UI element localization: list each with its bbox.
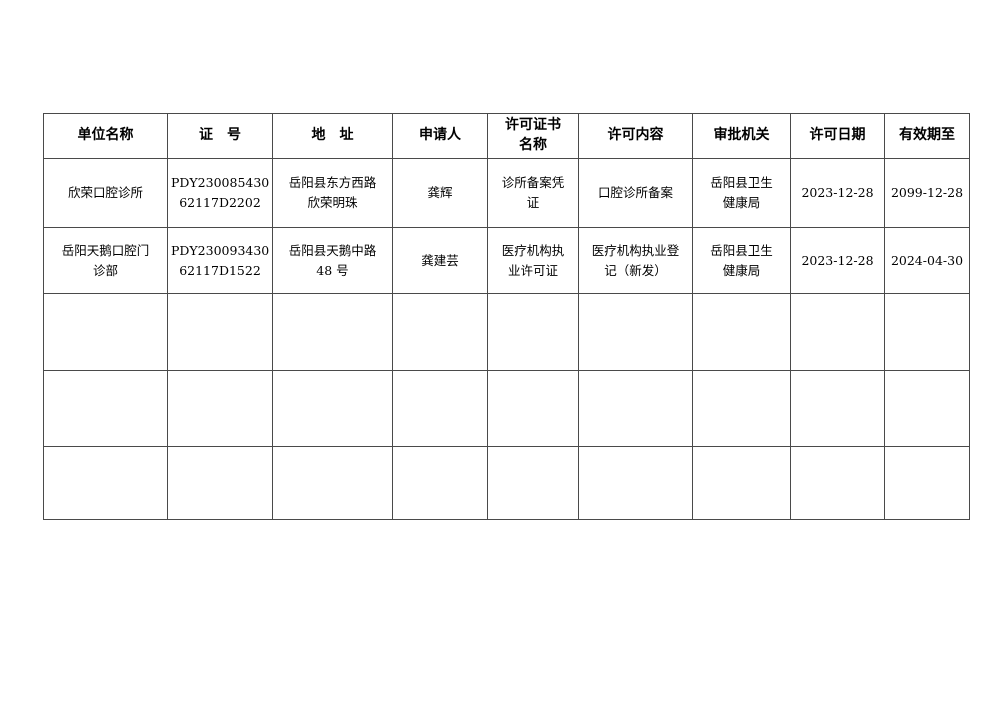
- table-row-empty: [43, 293, 970, 371]
- empty-cell: [790, 293, 885, 371]
- cell-license-date: 2023-12-28: [790, 227, 885, 294]
- cell-license-name: 诊所备案凭 证: [487, 158, 579, 228]
- cell-unit-name: 欣荣口腔诊所: [43, 158, 168, 228]
- header-cell-address: 地 址: [272, 113, 393, 159]
- cell-valid-until: 2099-12-28: [884, 158, 970, 228]
- header-cell-cert-no: 证 号: [167, 113, 273, 159]
- cell-address: 岳阳县东方西路 欣荣明珠: [272, 158, 393, 228]
- header-cell-valid-until: 有效期至: [884, 113, 970, 159]
- empty-cell: [884, 370, 970, 447]
- cell-cert-no: PDY230085430 62117D2202: [167, 158, 273, 228]
- header-cell-unit-name: 单位名称: [43, 113, 168, 159]
- empty-cell: [272, 446, 393, 520]
- table-row-empty: [43, 446, 970, 520]
- empty-cell: [790, 370, 885, 447]
- empty-cell: [790, 446, 885, 520]
- cell-authority: 岳阳县卫生 健康局: [692, 158, 791, 228]
- empty-cell: [578, 370, 693, 447]
- empty-cell: [43, 370, 168, 447]
- cell-applicant: 龚建芸: [392, 227, 488, 294]
- empty-cell: [487, 293, 579, 371]
- empty-cell: [167, 293, 273, 371]
- table-header-row: 单位名称 证 号 地 址 申请人 许可证书 名称 许可内容 审批机关 许可日期 …: [43, 113, 970, 159]
- header-cell-license-content: 许可内容: [578, 113, 693, 159]
- empty-cell: [272, 370, 393, 447]
- empty-cell: [392, 446, 488, 520]
- empty-cell: [487, 370, 579, 447]
- empty-cell: [272, 293, 393, 371]
- empty-cell: [167, 370, 273, 447]
- empty-cell: [884, 293, 970, 371]
- cell-license-date: 2023-12-28: [790, 158, 885, 228]
- table-row: 岳阳天鹅口腔门 诊部 PDY230093430 62117D1522 岳阳县天鹅…: [43, 227, 970, 294]
- cell-unit-name: 岳阳天鹅口腔门 诊部: [43, 227, 168, 294]
- empty-cell: [43, 446, 168, 520]
- cell-authority: 岳阳县卫生 健康局: [692, 227, 791, 294]
- empty-cell: [692, 446, 791, 520]
- empty-cell: [392, 293, 488, 371]
- cell-license-name: 医疗机构执 业许可证: [487, 227, 579, 294]
- empty-cell: [167, 446, 273, 520]
- permit-table: 单位名称 证 号 地 址 申请人 许可证书 名称 许可内容 审批机关 许可日期 …: [43, 113, 970, 520]
- empty-cell: [578, 446, 693, 520]
- header-cell-applicant: 申请人: [392, 113, 488, 159]
- cell-license-content: 医疗机构执业登 记（新发）: [578, 227, 693, 294]
- empty-cell: [43, 293, 168, 371]
- table-row: 欣荣口腔诊所 PDY230085430 62117D2202 岳阳县东方西路 欣…: [43, 158, 970, 228]
- header-cell-authority: 审批机关: [692, 113, 791, 159]
- empty-cell: [487, 446, 579, 520]
- empty-cell: [884, 446, 970, 520]
- cell-license-content: 口腔诊所备案: [578, 158, 693, 228]
- empty-cell: [692, 370, 791, 447]
- table-row-empty: [43, 370, 970, 447]
- header-cell-license-name: 许可证书 名称: [487, 113, 579, 159]
- cell-applicant: 龚辉: [392, 158, 488, 228]
- cell-address: 岳阳县天鹅中路 48 号: [272, 227, 393, 294]
- cell-valid-until: 2024-04-30: [884, 227, 970, 294]
- header-cell-license-date: 许可日期: [790, 113, 885, 159]
- cell-cert-no: PDY230093430 62117D1522: [167, 227, 273, 294]
- empty-cell: [692, 293, 791, 371]
- empty-cell: [392, 370, 488, 447]
- empty-cell: [578, 293, 693, 371]
